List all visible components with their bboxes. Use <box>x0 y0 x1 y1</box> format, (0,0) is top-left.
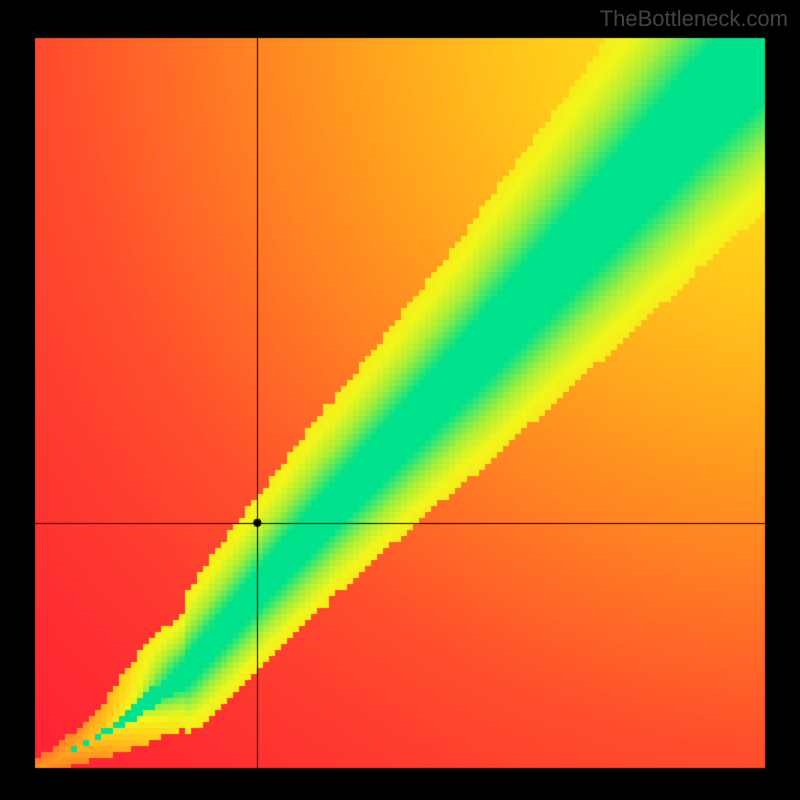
chart-container: TheBottleneck.com <box>0 0 800 800</box>
watermark-text: TheBottleneck.com <box>600 6 788 32</box>
crosshair-overlay <box>0 0 800 800</box>
